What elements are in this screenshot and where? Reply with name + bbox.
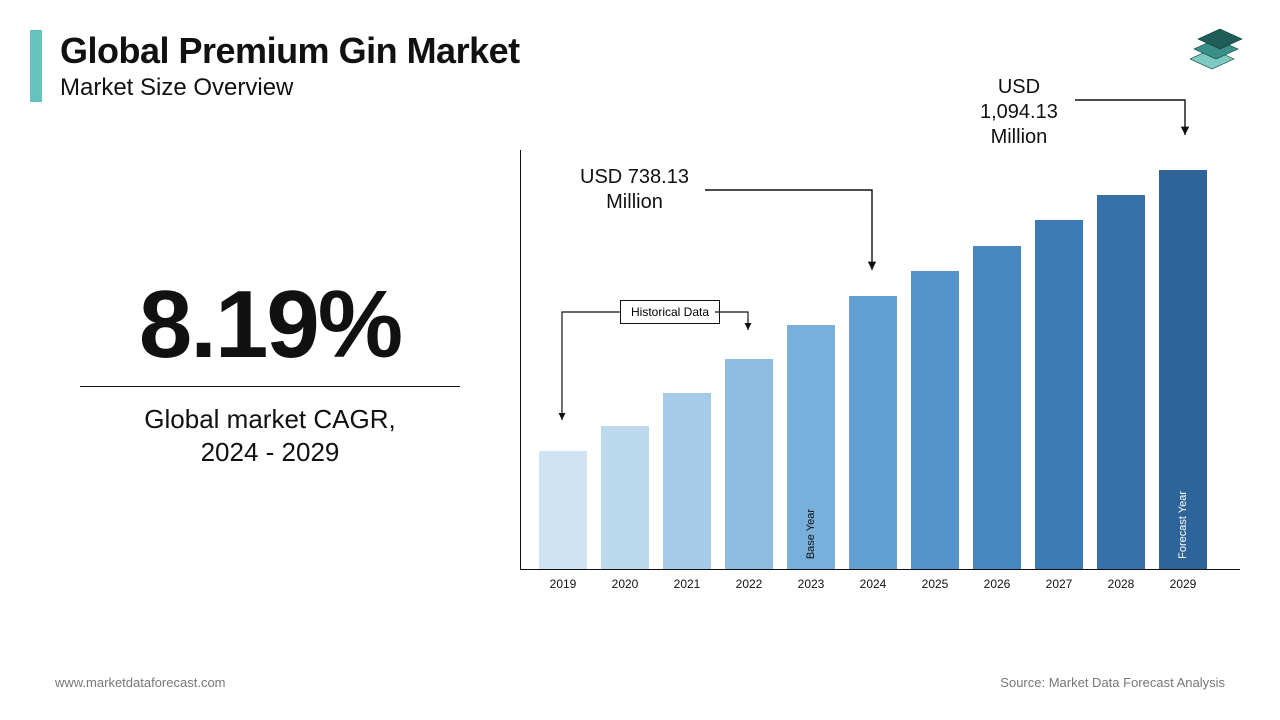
- cagr-block: 8.19% Global market CAGR, 2024 - 2029: [80, 270, 460, 468]
- cagr-label-line1: Global market CAGR,: [80, 403, 460, 436]
- xlabel-2028: 2028: [1108, 577, 1135, 591]
- header-accent-bar: [30, 30, 42, 102]
- bar-2027: [1035, 220, 1083, 569]
- page-subtitle: Market Size Overview: [60, 74, 520, 102]
- xlabel-2020: 2020: [612, 577, 639, 591]
- bar-2024: [849, 296, 897, 569]
- cagr-label-line2: 2024 - 2029: [80, 436, 460, 469]
- xlabel-2026: 2026: [984, 577, 1011, 591]
- bar-2026: [973, 246, 1021, 569]
- cagr-value: 8.19%: [80, 270, 460, 380]
- forecast-year-label: Forecast Year: [1177, 491, 1189, 559]
- callout-2029-line2: 1,094.13: [980, 101, 1058, 123]
- bar-2029: Forecast Year: [1159, 170, 1207, 569]
- bar-2028: [1097, 195, 1145, 569]
- bar-2025: [911, 271, 959, 569]
- page-title: Global Premium Gin Market: [60, 30, 520, 72]
- xlabel-2021: 2021: [674, 577, 701, 591]
- bar-2022: [725, 359, 773, 569]
- bar-2021: [663, 393, 711, 569]
- page-header: Global Premium Gin Market Market Size Ov…: [30, 30, 520, 102]
- bar-2019: [539, 451, 587, 569]
- xlabel-2027: 2027: [1046, 577, 1073, 591]
- xlabel-2025: 2025: [922, 577, 949, 591]
- xlabel-2029: 2029: [1170, 577, 1197, 591]
- bar-2023: Base Year: [787, 325, 835, 569]
- cagr-divider: [80, 386, 460, 387]
- bars-plot-area: 2019202020212022Base Year202320242025202…: [520, 150, 1240, 570]
- xlabel-2023: 2023: [798, 577, 825, 591]
- bar-chart: USD 738.13 Million USD 1,094.13 Million …: [520, 130, 1240, 600]
- xlabel-2024: 2024: [860, 577, 887, 591]
- brand-logo-icon: [1190, 25, 1250, 85]
- footer-source-url: www.marketdataforecast.com: [55, 675, 226, 690]
- footer-source-text: Source: Market Data Forecast Analysis: [1000, 675, 1225, 690]
- callout-2029-line1: USD: [998, 76, 1040, 98]
- bar-2020: [601, 426, 649, 569]
- xlabel-2019: 2019: [550, 577, 577, 591]
- base-year-label: Base Year: [805, 509, 817, 559]
- xlabel-2022: 2022: [736, 577, 763, 591]
